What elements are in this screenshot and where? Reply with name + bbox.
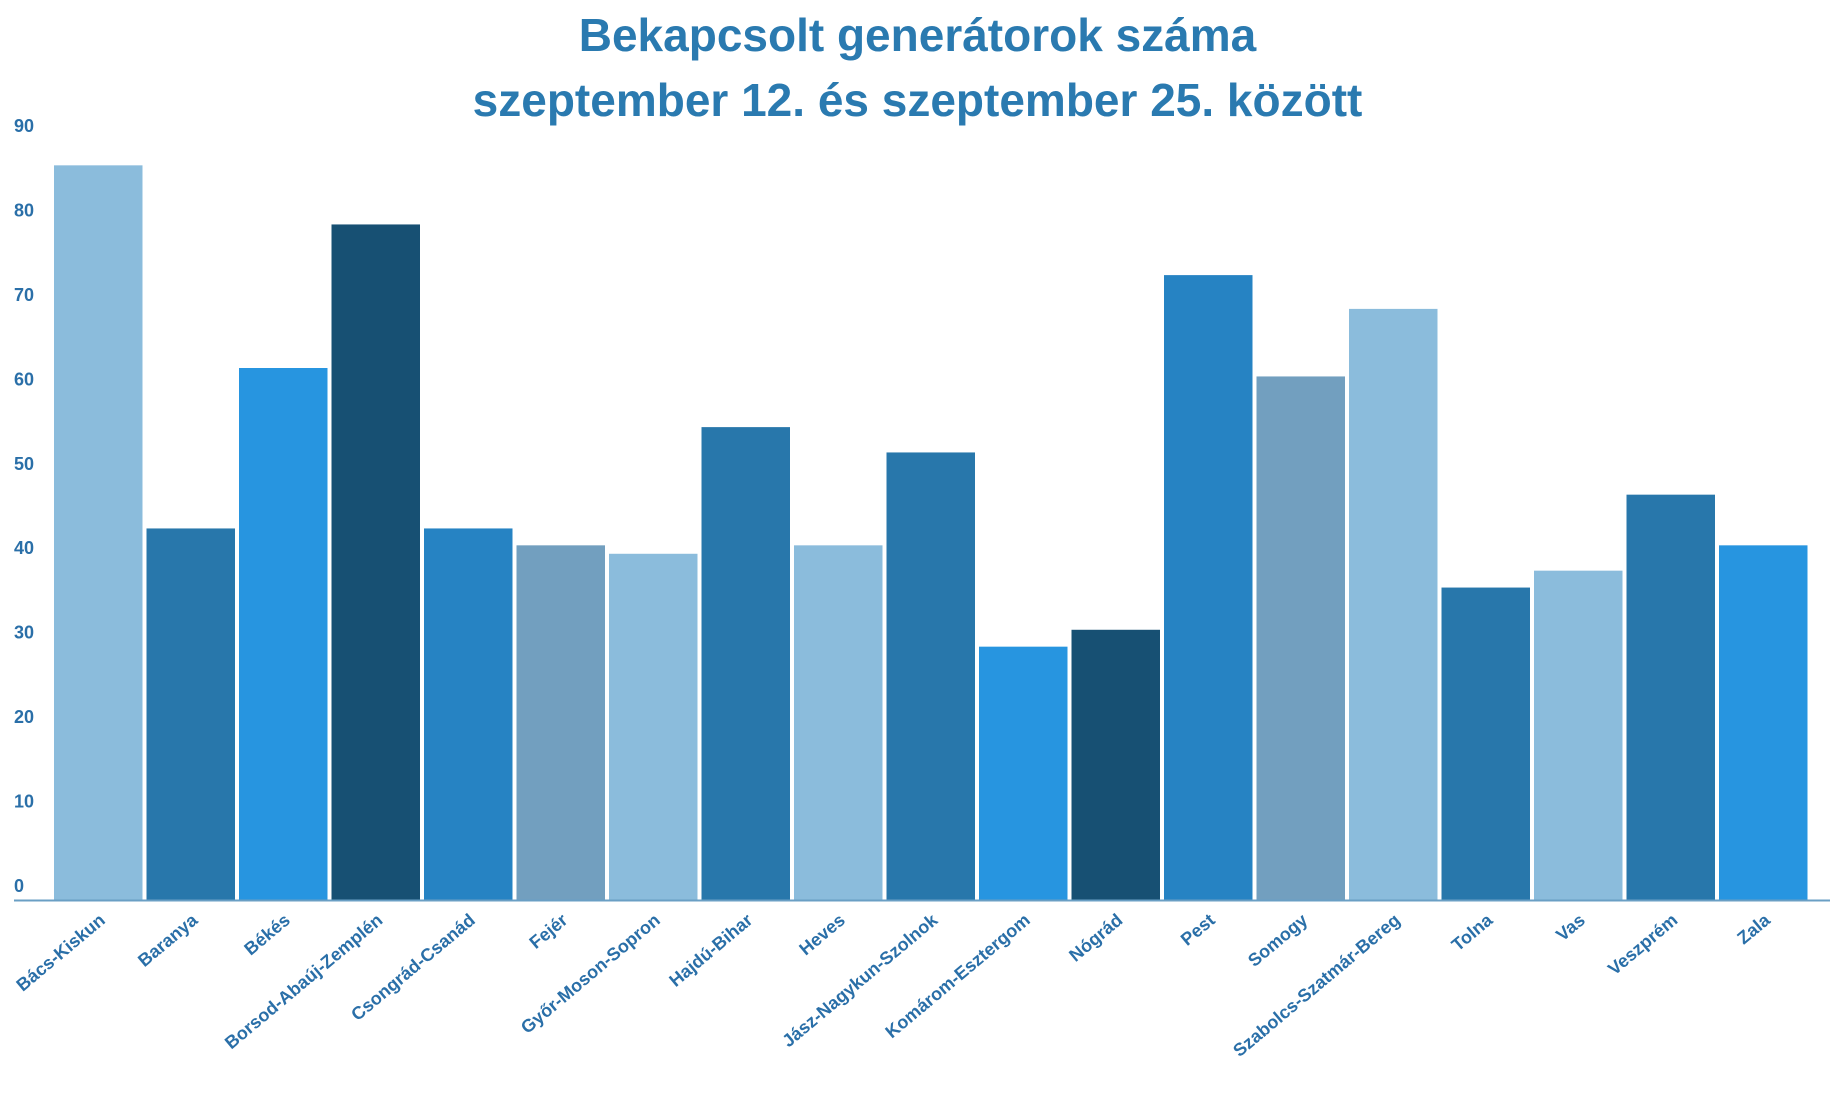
y-tick-label: 0 [14,876,24,896]
x-tick-label: Baranya [134,909,202,971]
x-tick-label: Békés [240,910,293,959]
bar [146,528,235,900]
bar [1441,587,1530,900]
x-tick-label: Borsod-Abaúj-Zemplén [221,910,386,1053]
bar [609,553,698,900]
y-tick-label: 50 [14,454,34,474]
y-tick-label: 10 [14,792,34,812]
x-tick-label: Zala [1733,909,1774,948]
bar [979,646,1068,900]
x-tick-label: Tolna [1448,909,1497,955]
x-tick-label: Bács-Kiskun [12,910,108,995]
bar [1534,570,1623,900]
bar [424,528,513,900]
bar [1164,275,1253,901]
bar [516,545,605,900]
bar [331,224,420,900]
y-tick-label: 40 [14,538,34,558]
x-tick-label: Vas [1552,910,1589,945]
bar [1349,308,1438,900]
x-tick-label: Hajdú-Bihar [665,910,756,991]
x-tick-label: Veszprém [1604,910,1681,979]
x-tick-label: Heves [795,910,848,959]
bar [1256,376,1345,900]
bar [54,165,143,901]
x-tick-label: Jász-Nagykun-Szolnok [778,909,942,1051]
x-tick-label: Szabolcs-Szatmár-Bereg [1229,910,1404,1061]
chart-subtitle: szeptember 12. és szeptember 25. között [472,74,1363,126]
y-tick-label: 20 [14,707,34,727]
x-tick-label: Fejér [526,910,572,953]
bar [1626,494,1715,900]
bar [794,545,883,900]
x-tick-label: Nógrád [1065,910,1126,966]
y-tick-label: 90 [14,116,34,136]
bar [886,452,975,900]
y-tick-label: 60 [14,369,34,389]
bar [239,368,328,900]
y-tick-label: 70 [14,285,34,305]
x-tick-label: Pest [1177,910,1219,950]
chart-title: Bekapcsolt generátorok száma [578,9,1257,61]
x-tick-label: Somogy [1244,910,1311,971]
bar [1071,629,1160,900]
y-tick-label: 30 [14,623,34,643]
bar [701,427,790,900]
bar [1719,545,1808,900]
y-tick-label: 80 [14,200,34,220]
